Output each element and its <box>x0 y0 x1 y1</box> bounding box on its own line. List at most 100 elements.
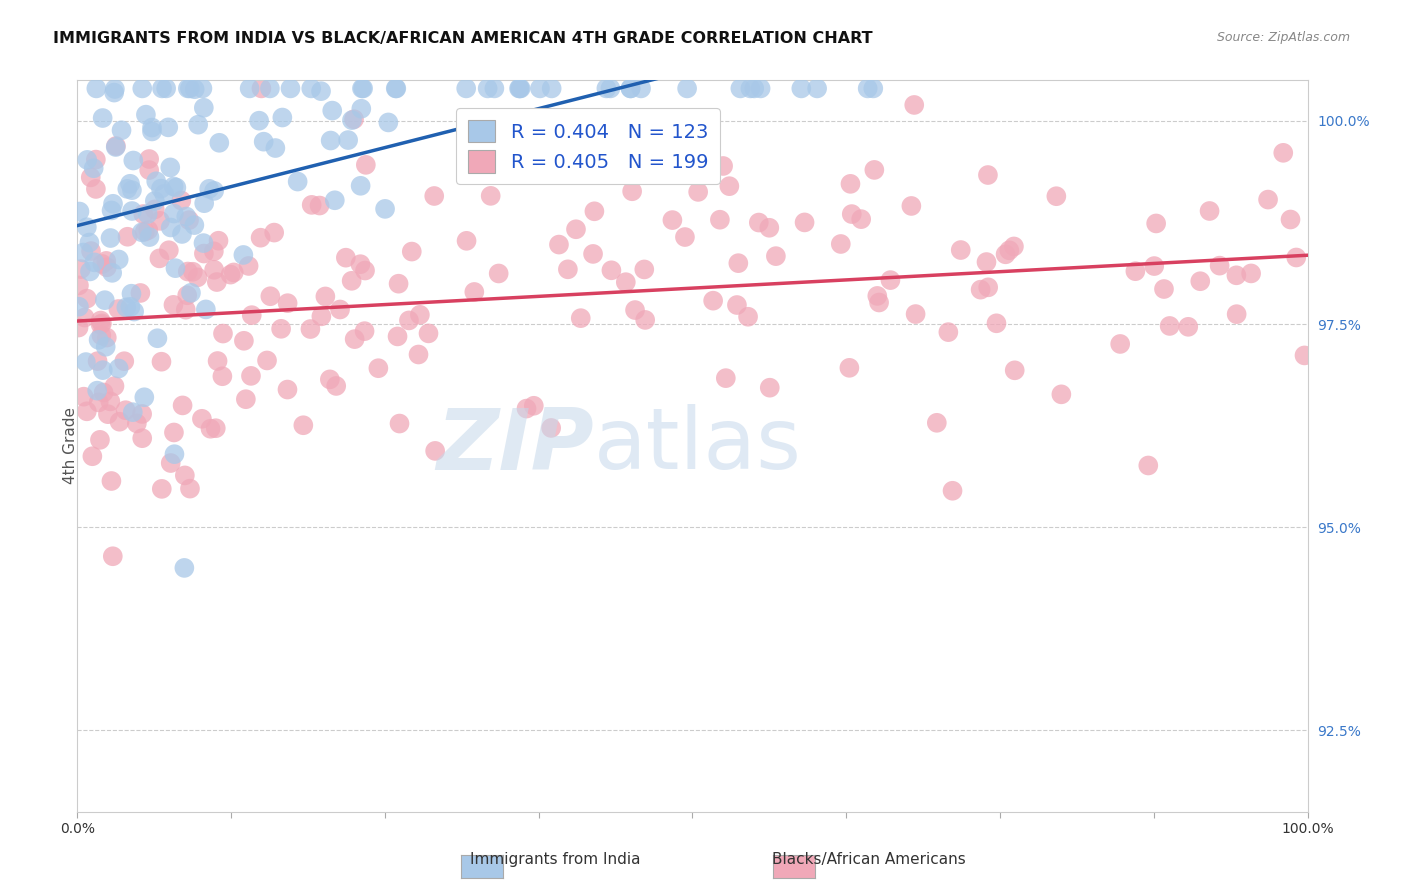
Point <box>76 220 98 235</box>
Point <box>86 81 108 95</box>
Point <box>841 207 863 221</box>
Point <box>325 379 347 393</box>
Point <box>240 308 263 322</box>
Y-axis label: 4th Grade: 4th Grade <box>63 408 77 484</box>
Point <box>138 223 160 237</box>
Point <box>212 326 235 341</box>
Point <box>80 244 103 258</box>
Point <box>688 185 710 199</box>
Point <box>314 289 336 303</box>
Point <box>287 175 309 189</box>
Point <box>170 227 193 241</box>
Point <box>136 207 159 221</box>
Point <box>207 354 229 368</box>
Point <box>176 288 198 302</box>
Point <box>508 81 530 95</box>
Point <box>121 183 143 197</box>
Point <box>72 245 94 260</box>
Point <box>179 482 201 496</box>
Point <box>157 244 180 258</box>
Point <box>323 194 346 208</box>
Point <box>114 403 136 417</box>
Point <box>1285 251 1308 265</box>
Point <box>239 81 262 95</box>
Point <box>153 186 176 201</box>
Point <box>193 196 215 211</box>
Point <box>177 213 200 227</box>
Point <box>91 363 114 377</box>
Point <box>1137 458 1160 473</box>
Point <box>232 334 254 348</box>
Point <box>737 310 759 324</box>
Point <box>718 179 741 194</box>
Point <box>350 81 373 95</box>
Point <box>87 395 110 409</box>
Point <box>271 111 294 125</box>
Point <box>84 182 107 196</box>
Point <box>384 81 406 95</box>
Point <box>758 381 780 395</box>
Point <box>177 264 200 278</box>
Point <box>1240 267 1263 281</box>
Point <box>1225 268 1247 283</box>
Point <box>1198 204 1220 219</box>
Point <box>727 256 749 270</box>
Point <box>150 81 173 95</box>
Point <box>141 120 163 135</box>
Point <box>673 230 696 244</box>
Point <box>998 244 1021 258</box>
Point <box>183 82 205 96</box>
Point <box>174 210 197 224</box>
Point <box>276 383 298 397</box>
Point <box>131 225 153 239</box>
Point <box>240 368 263 383</box>
Point <box>1279 212 1302 227</box>
Point <box>180 285 202 300</box>
Point <box>108 415 131 429</box>
Point <box>163 447 186 461</box>
Point <box>343 112 366 127</box>
Point <box>408 347 430 361</box>
Point <box>838 360 860 375</box>
Point <box>353 324 375 338</box>
Point <box>73 310 96 325</box>
Point <box>994 247 1017 261</box>
Point <box>75 355 97 369</box>
Point <box>191 412 214 426</box>
Point <box>335 251 357 265</box>
Point <box>83 255 105 269</box>
Point <box>150 482 173 496</box>
Point <box>1109 337 1132 351</box>
Point <box>793 215 815 229</box>
Point <box>903 98 925 112</box>
Point <box>633 262 655 277</box>
Point <box>174 302 197 317</box>
Point <box>1125 264 1147 278</box>
Point <box>173 468 195 483</box>
Point <box>308 198 330 212</box>
Point <box>110 123 132 137</box>
Point <box>340 113 363 128</box>
Point <box>863 162 886 177</box>
Point <box>67 278 90 293</box>
Text: atlas: atlas <box>595 404 801 488</box>
Point <box>76 153 98 167</box>
Point <box>343 332 366 346</box>
Point <box>148 252 170 266</box>
Point <box>90 328 112 343</box>
Point <box>613 155 636 169</box>
Point <box>103 379 125 393</box>
Point <box>1004 363 1026 377</box>
Text: ZIP: ZIP <box>436 404 595 488</box>
Point <box>205 275 228 289</box>
Point <box>200 422 222 436</box>
Point <box>540 421 562 435</box>
Point <box>977 280 1000 294</box>
Point <box>730 81 752 95</box>
Point <box>122 153 145 168</box>
Point <box>87 333 110 347</box>
Point <box>94 340 117 354</box>
Point <box>67 320 90 334</box>
Point <box>349 178 371 193</box>
Point <box>976 255 998 269</box>
